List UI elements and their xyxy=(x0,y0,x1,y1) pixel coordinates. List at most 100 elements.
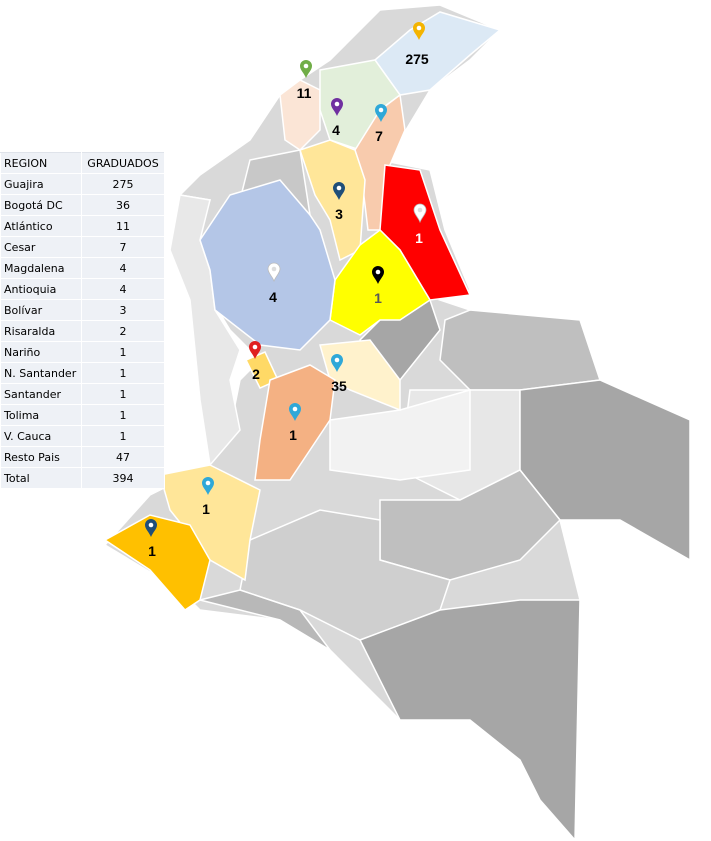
table-cell: Guajira xyxy=(0,173,82,195)
table-cell: Bogotá DC xyxy=(0,194,82,216)
table-cell: 1 xyxy=(81,362,165,384)
table-cell: 2 xyxy=(81,320,165,342)
map-pin: 35 xyxy=(331,354,347,394)
table-row: Risaralda 2 xyxy=(0,320,165,342)
pin-icon xyxy=(145,519,157,537)
pin-hole xyxy=(336,185,342,191)
highlighted-regions xyxy=(103,11,502,611)
map-pin: 11 xyxy=(297,60,312,101)
table-cell: 4 xyxy=(81,278,165,300)
region-amazonas xyxy=(358,599,581,841)
table-cell: 1 xyxy=(81,341,165,363)
table-cell: Cesar xyxy=(0,236,82,258)
pin-icon xyxy=(413,22,425,40)
table-row: Santander 1 xyxy=(0,383,165,405)
pin-icon xyxy=(202,477,214,495)
table-row: Guajira 275 xyxy=(0,173,165,195)
pin-icon xyxy=(249,341,261,359)
table-cell: 394 xyxy=(81,467,165,489)
table-row: Bolívar 3 xyxy=(0,299,165,321)
pin-label: 7 xyxy=(375,128,383,144)
table-cell: 275 xyxy=(81,173,165,195)
pin-icon xyxy=(331,354,343,372)
table-cell: 3 xyxy=(81,299,165,321)
region-v-cauca xyxy=(159,464,261,582)
pin-hole xyxy=(252,344,258,350)
table-cell: 1 xyxy=(81,383,165,405)
table-cell: 47 xyxy=(81,446,165,468)
table-row: Tolima 1 xyxy=(0,404,165,426)
table-cell: 1 xyxy=(81,404,165,426)
pin-label: 1 xyxy=(374,290,382,306)
map-pin: 7 xyxy=(375,104,387,144)
table-row: Resto Pais 47 xyxy=(0,446,165,468)
pin-label: 4 xyxy=(332,122,340,138)
pin-label: 4 xyxy=(269,289,277,305)
pin-label: 1 xyxy=(202,501,210,517)
map-pin: 275 xyxy=(405,22,429,67)
map-pin: 1 xyxy=(372,266,384,306)
table-body: REGION GRADUADOS Guajira 275 Bogotá DC 36 At… xyxy=(0,152,165,489)
header-cell: GRADUADOS xyxy=(81,152,165,174)
table-cell: Risaralda xyxy=(0,320,82,342)
pin-label: 275 xyxy=(405,51,429,67)
table-cell: 1 xyxy=(81,425,165,447)
table-cell: V. Cauca xyxy=(0,425,82,447)
pin-label: 1 xyxy=(148,543,156,559)
table-cell: 36 xyxy=(81,194,165,216)
pin-label: 1 xyxy=(289,427,297,443)
table-cell: 4 xyxy=(81,257,165,279)
table-cell: Magdalena xyxy=(0,257,82,279)
region-tolima xyxy=(254,364,336,481)
pin-hole xyxy=(334,357,340,363)
table-cell: Total xyxy=(0,467,82,489)
table-row: Bogotá DC 36 xyxy=(0,194,165,216)
pin-icon xyxy=(375,104,387,122)
table-row: Nariño 1 xyxy=(0,341,165,363)
table-cell: Atlántico xyxy=(0,215,82,237)
table-cell: 11 xyxy=(81,215,165,237)
pin-label: 11 xyxy=(297,85,312,101)
pin-hole xyxy=(148,522,154,528)
table-header: REGION GRADUADOS xyxy=(0,152,165,174)
pin-icon xyxy=(331,98,343,116)
pin-hole xyxy=(292,406,298,412)
table-row: Atlántico 11 xyxy=(0,215,165,237)
table-cell: Bolívar xyxy=(0,299,82,321)
pin-hole xyxy=(417,207,423,213)
pin-label: 1 xyxy=(415,230,423,246)
table-cell: Santander xyxy=(0,383,82,405)
pin-icon xyxy=(333,182,345,200)
region-putumayo xyxy=(199,589,331,651)
pin-label: 3 xyxy=(335,206,343,222)
data-table: REGION GRADUADOS Guajira 275 Bogotá DC 36 At… xyxy=(0,152,165,489)
table-cell: Tolima xyxy=(0,404,82,426)
table-cell: Resto Pais xyxy=(0,446,82,468)
pin-hole xyxy=(416,25,422,31)
region-atlantico xyxy=(279,79,321,151)
map-pin: 4 xyxy=(331,98,343,138)
pin-icon xyxy=(300,60,312,78)
table-row: Magdalena 4 xyxy=(0,257,165,279)
table-row: V. Cauca 1 xyxy=(0,425,165,447)
table-row: Total 394 xyxy=(0,467,165,489)
map-pin: 1 xyxy=(145,519,157,559)
pin-icon xyxy=(289,403,301,421)
table-cell: Nariño xyxy=(0,341,82,363)
table-row: N. Santander 1 xyxy=(0,362,165,384)
table-row: Cesar 7 xyxy=(0,236,165,258)
map-pin: 1 xyxy=(413,203,427,246)
map-pin: 1 xyxy=(202,477,214,517)
map-pin: 4 xyxy=(267,262,281,305)
pin-hole xyxy=(205,480,211,486)
region-east xyxy=(439,309,602,391)
region-narino xyxy=(103,514,211,611)
pin-hole xyxy=(378,107,384,113)
table-cell: N. Santander xyxy=(0,362,82,384)
table-cell: 7 xyxy=(81,236,165,258)
header-cell: REGION xyxy=(0,152,82,174)
region-antioquia xyxy=(199,179,336,351)
